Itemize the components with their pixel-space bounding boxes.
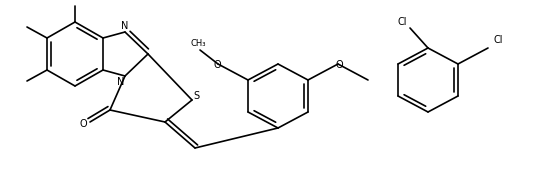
Text: N: N: [121, 21, 129, 31]
Text: N: N: [118, 77, 125, 87]
Text: Cl: Cl: [397, 17, 407, 27]
Text: S: S: [193, 91, 199, 101]
Text: CH₃: CH₃: [190, 39, 206, 49]
Text: Cl: Cl: [494, 35, 503, 45]
Text: O: O: [335, 60, 343, 70]
Text: O: O: [79, 119, 87, 129]
Text: O: O: [213, 60, 221, 70]
